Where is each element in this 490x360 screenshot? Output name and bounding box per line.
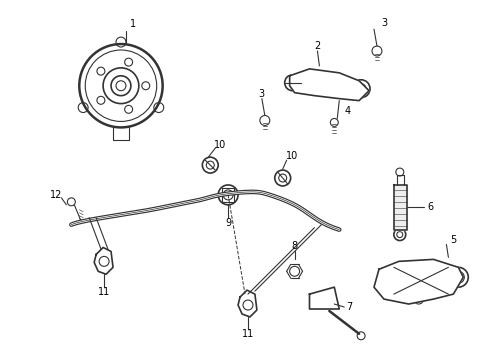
Text: 3: 3 xyxy=(381,18,387,28)
Polygon shape xyxy=(374,260,464,304)
Text: 1: 1 xyxy=(130,19,136,29)
Text: 5: 5 xyxy=(450,234,457,244)
Text: 9: 9 xyxy=(225,218,231,228)
Text: 8: 8 xyxy=(292,242,298,252)
Text: 10: 10 xyxy=(286,151,298,161)
Text: 2: 2 xyxy=(314,41,320,51)
Text: 3: 3 xyxy=(259,89,265,99)
Polygon shape xyxy=(394,185,407,230)
Polygon shape xyxy=(310,287,339,309)
Text: 7: 7 xyxy=(346,302,352,312)
Polygon shape xyxy=(290,69,369,100)
Text: 6: 6 xyxy=(427,202,434,212)
Text: 11: 11 xyxy=(242,329,254,339)
Text: 10: 10 xyxy=(214,140,226,150)
Text: 4: 4 xyxy=(344,105,350,116)
Text: 12: 12 xyxy=(50,190,63,200)
Text: 11: 11 xyxy=(98,287,110,297)
